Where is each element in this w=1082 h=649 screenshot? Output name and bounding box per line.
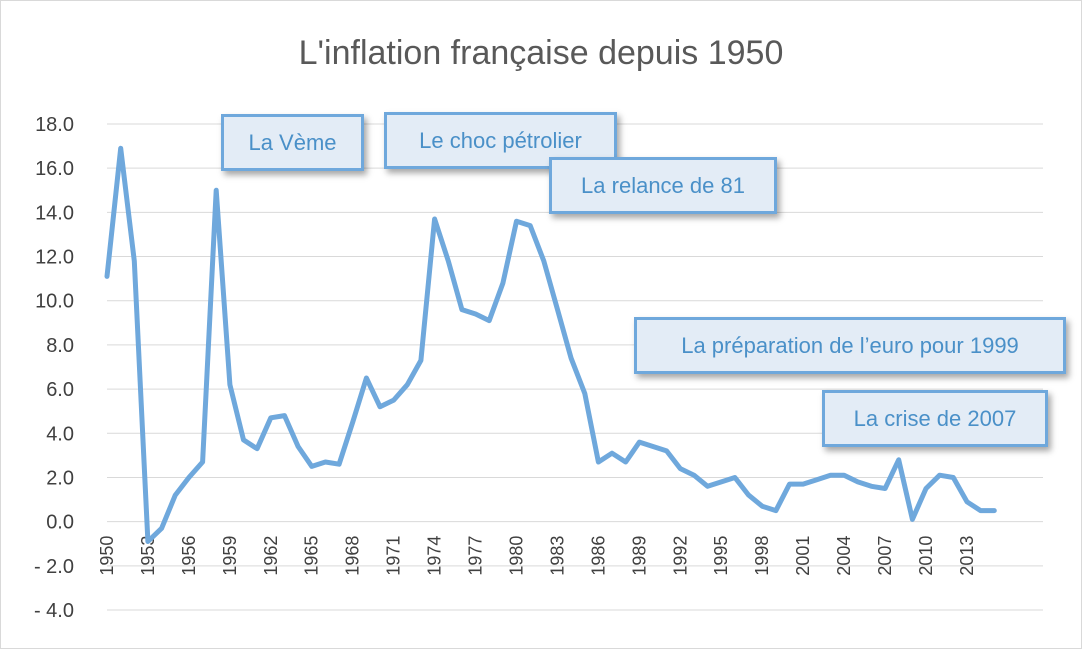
y-tick-label: 18.0 <box>35 114 74 136</box>
x-tick-label: 1989 <box>629 536 649 576</box>
y-tick-label: 14.0 <box>35 202 74 224</box>
y-tick-label: 10.0 <box>35 291 74 313</box>
gridlines <box>107 123 1043 611</box>
x-tick-label: 2001 <box>793 536 813 576</box>
inflation-series <box>104 145 997 544</box>
y-tick-label: 8.0 <box>46 335 74 357</box>
y-tick-label: - 2.0 <box>34 556 74 578</box>
annotation-preparation-euro: La préparation de l’euro pour 1999 <box>634 317 1066 374</box>
y-axis-ticks: 18.0 16.0 14.0 12.0 10.0 8.0 6.0 4.0 2.0 0.0 - 2.0… <box>34 114 74 622</box>
y-tick-label: 6.0 <box>46 379 74 401</box>
annotation-relance-81: La relance de 81 <box>549 157 777 214</box>
chart-title: L'inflation française depuis 1950 <box>298 34 784 72</box>
x-tick-label: 1998 <box>752 536 772 576</box>
y-tick-label: 4.0 <box>46 423 74 445</box>
x-tick-label: 2004 <box>834 536 854 576</box>
series-line <box>104 145 997 544</box>
y-tick-label: 2.0 <box>46 467 74 489</box>
x-tick-label: 1956 <box>179 536 199 576</box>
x-tick-label: 1950 <box>97 536 117 576</box>
y-tick-label: 0.0 <box>46 512 74 534</box>
annotation-crise-2007: La crise de 2007 <box>822 390 1048 447</box>
x-tick-label: 1983 <box>547 536 567 576</box>
y-tick-label: 12.0 <box>35 247 74 269</box>
x-tick-label: 1977 <box>466 536 486 576</box>
x-tick-label: 1974 <box>425 536 445 576</box>
x-axis-ticks: 1950 1953 1956 1959 1962 1965 1968 1971 1974 1977… <box>97 536 977 576</box>
x-tick-label: 1986 <box>588 536 608 576</box>
annotation-la-veme: La Vème <box>221 114 364 171</box>
x-tick-label: 2007 <box>875 536 895 576</box>
y-tick-label: 16.0 <box>35 158 74 180</box>
x-tick-label: 1992 <box>670 536 690 576</box>
x-tick-label: 1980 <box>507 536 527 576</box>
y-tick-label: - 4.0 <box>34 600 74 622</box>
x-tick-label: 1965 <box>302 536 322 576</box>
x-tick-label: 1962 <box>261 536 281 576</box>
x-tick-label: 1959 <box>220 536 240 576</box>
x-tick-label: 2010 <box>916 536 936 576</box>
x-tick-label: 1971 <box>384 536 404 576</box>
x-tick-label: 1953 <box>138 536 158 576</box>
x-tick-label: 1995 <box>711 536 731 576</box>
x-tick-label: 1968 <box>343 536 363 576</box>
x-tick-label: 2013 <box>957 536 977 576</box>
